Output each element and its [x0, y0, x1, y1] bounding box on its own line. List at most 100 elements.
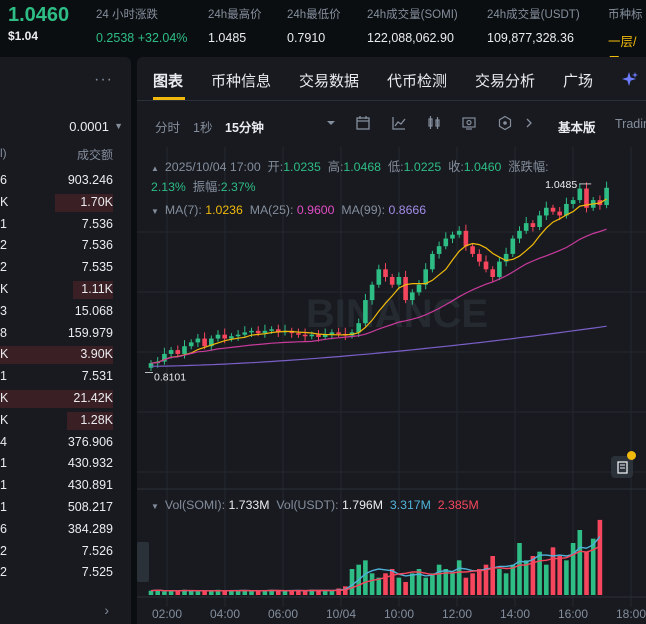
trade-row[interactable]: 8 159.979	[0, 323, 131, 345]
tab-5[interactable]: 广场	[563, 73, 594, 90]
trade-row[interactable]: 6 384.289	[0, 519, 131, 541]
candle-body	[396, 277, 402, 285]
volume-bar	[242, 590, 248, 595]
tab-3[interactable]: 代币检测	[387, 73, 448, 90]
interval-option-4[interactable]: Tradin	[615, 117, 646, 131]
candle-time: 2025/10/04 17:00	[164, 160, 261, 174]
stat-0: 24 小时涨跌 0.2538 +32.04%	[96, 6, 187, 45]
interval-option-3[interactable]: 基本版	[558, 121, 596, 135]
interval-option-2[interactable]: 15分钟	[225, 121, 264, 135]
volume-bar	[483, 564, 489, 595]
candle-body	[148, 363, 154, 368]
trade-row[interactable]: 2 7.535	[0, 257, 131, 279]
collapse-caret-icon[interactable]: ▲	[151, 164, 159, 173]
precision-select[interactable]: 0.0001	[69, 119, 109, 134]
candle-body	[483, 261, 489, 270]
trade-row[interactable]: 1 430.932	[0, 453, 131, 475]
low-label: 低:	[387, 160, 404, 174]
notes-button[interactable]	[611, 456, 633, 478]
candlestick-icon[interactable]	[426, 115, 442, 131]
chevron-down-icon[interactable]: ▼	[114, 121, 123, 131]
tab-4[interactable]: 交易分析	[475, 73, 536, 90]
last-price-usd: $1.04	[8, 29, 39, 43]
trade-row[interactable]: K 1.70K	[0, 192, 131, 214]
tab-1[interactable]: 币种信息	[211, 73, 272, 90]
trade-row[interactable]: 2 7.536	[0, 235, 131, 257]
candle-body	[443, 238, 449, 247]
volume-bar	[463, 577, 469, 595]
candle-body	[544, 207, 549, 216]
trade-amount: 2	[0, 565, 7, 580]
close-value: 1.0460	[463, 160, 502, 174]
more-options-icon[interactable]: ···	[94, 71, 113, 88]
vol-ma1-value: 3.317M	[389, 498, 431, 512]
candle-body	[410, 292, 415, 301]
tab-0[interactable]: 图表	[153, 73, 184, 90]
trade-row[interactable]: 4 376.906	[0, 432, 131, 454]
tab-2[interactable]: 交易数据	[299, 73, 360, 90]
trade-row[interactable]: 2 7.525	[0, 562, 131, 584]
chevron-right-icon[interactable]	[521, 115, 537, 131]
candle-body	[383, 269, 388, 277]
line-chart-icon[interactable]	[391, 115, 407, 131]
collapse-caret-icon[interactable]: ▼	[151, 207, 159, 216]
candle-body	[356, 323, 361, 333]
candle-body	[550, 207, 556, 212]
chart-panel: 图表 币种信息 交易数据 代币检测 交易分析 广场 分时 1秒 15分钟 基本版 Tradin B…	[137, 57, 646, 624]
trade-turnover: 376.906	[67, 434, 113, 449]
chevron-down-icon[interactable]	[323, 115, 339, 131]
stat-value: 0.2538 +32.04%	[96, 31, 188, 45]
interval-option-1[interactable]: 1秒	[193, 121, 213, 135]
candle-body	[269, 329, 274, 331]
stat-2: 24h最低价 0.7910	[287, 6, 341, 45]
chevron-right-icon[interactable]: ›	[104, 602, 109, 618]
trade-turnover: 508.217	[67, 499, 113, 514]
trade-row[interactable]: 1 7.536	[0, 214, 131, 236]
volume-bar	[503, 573, 509, 595]
trade-row[interactable]: K 3.90K	[0, 344, 131, 366]
trade-row[interactable]: 1 508.217	[0, 497, 131, 519]
volume-bar	[403, 582, 408, 595]
volume-bar	[389, 569, 395, 595]
trade-row[interactable]: K 1.11K	[0, 279, 131, 301]
trade-amount: K	[0, 194, 9, 209]
volume-bar	[249, 590, 254, 595]
trade-row[interactable]: K 21.42K	[0, 388, 131, 410]
trade-turnover: 903.246	[67, 173, 113, 187]
collapse-caret-icon[interactable]: ▼	[151, 502, 159, 511]
depth-bar	[0, 389, 113, 408]
amplitude-value: 2.37%	[220, 180, 256, 194]
chart-toolbar: 分时 1秒 15分钟 基本版 Tradin	[137, 102, 646, 142]
candle-body	[510, 238, 516, 254]
hexagon-tool-icon[interactable]	[497, 115, 513, 131]
x-tick-label: 18:00	[616, 607, 646, 621]
stat-label: 币种标	[608, 9, 643, 21]
volume-bar	[376, 577, 382, 595]
trade-turnover: 1.11K	[81, 281, 113, 296]
indicator-settings-icon[interactable]	[461, 115, 477, 131]
volume-bar	[443, 569, 449, 595]
candle-body	[416, 284, 422, 293]
candlestick-chart[interactable]: BINANCE 1.0485 0.8101 02:00 04:00 06:00 10/04 1…	[137, 147, 646, 624]
trade-row[interactable]: 3 15.068	[0, 301, 131, 323]
stat-1: 24h最高价 1.0485	[208, 6, 262, 45]
trade-turnover: 21.42K	[73, 390, 113, 405]
volume-bar	[255, 591, 261, 595]
trade-row[interactable]: 2 7.526	[0, 541, 131, 563]
high-value: 1.0468	[343, 160, 382, 174]
candle-body	[450, 234, 455, 239]
trade-turnover: 7.531	[81, 369, 113, 384]
x-tick-label: 02:00	[152, 607, 182, 621]
trade-row[interactable]: 1 430.891	[0, 475, 131, 497]
candle-body	[604, 187, 609, 206]
calendar-icon[interactable]	[355, 115, 371, 131]
ai-sparkle-icon[interactable]	[621, 71, 639, 89]
trade-row[interactable]: K 1.28K	[0, 410, 131, 432]
interval-option-0[interactable]: 分时	[155, 121, 181, 135]
trade-row[interactable]: 6 903.246	[0, 170, 131, 192]
trade-row[interactable]: 1 7.531	[0, 366, 131, 388]
candle-body	[503, 253, 509, 262]
volume-bar	[456, 560, 462, 595]
chart-canvas[interactable]: BINANCE 1.0485 0.8101 02:00 04:00 06:00 10/04 1…	[137, 147, 646, 624]
candle-body	[523, 223, 529, 231]
